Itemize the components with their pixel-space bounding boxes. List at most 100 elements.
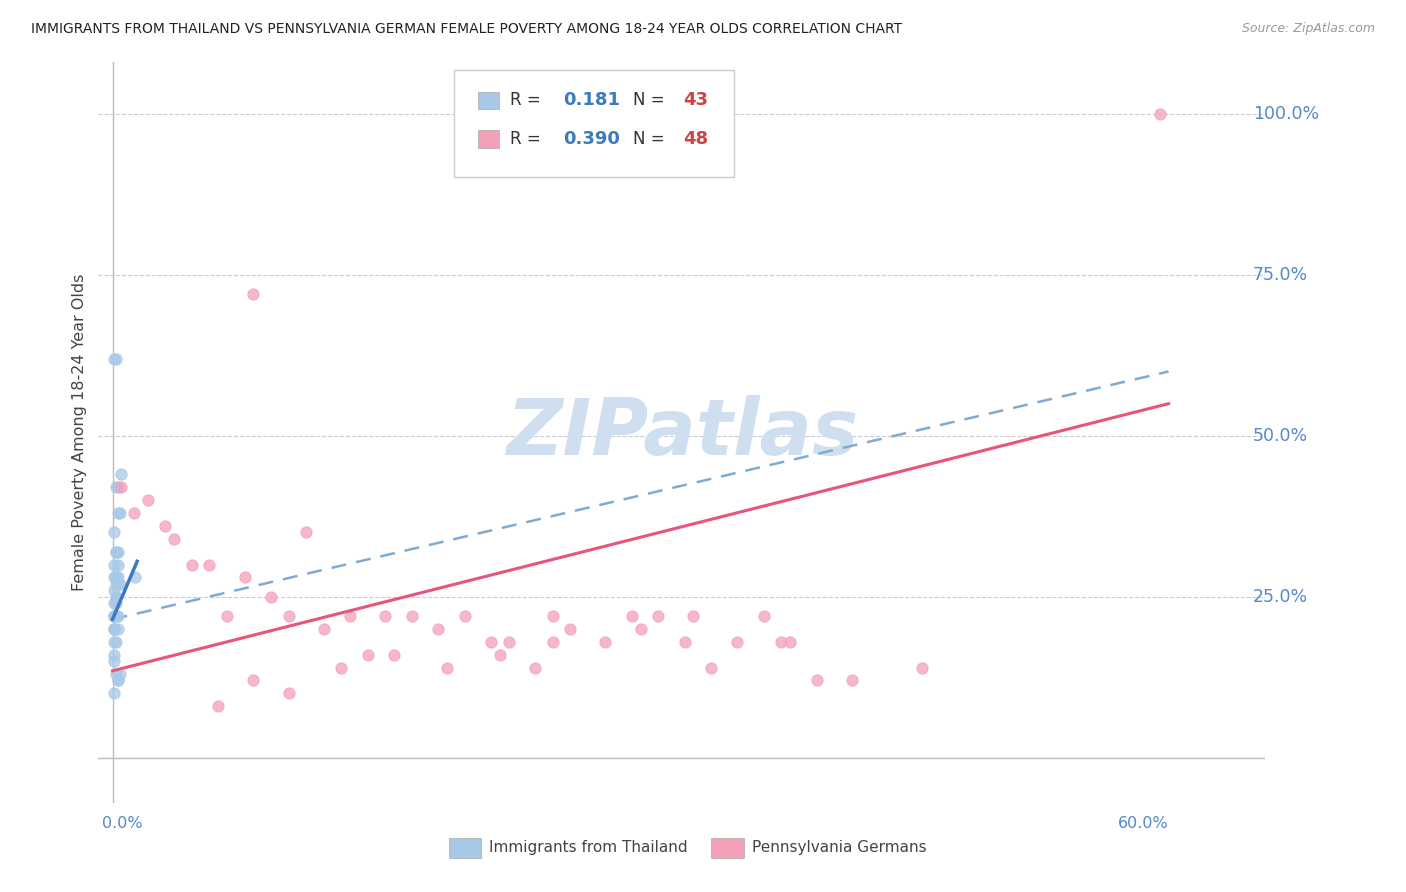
- Point: [595, 635, 617, 649]
- Text: 50.0%: 50.0%: [1253, 427, 1308, 445]
- Point: [295, 525, 318, 540]
- Point: [374, 609, 396, 624]
- Point: [105, 590, 128, 604]
- Text: Pennsylvania Germans: Pennsylvania Germans: [752, 840, 927, 855]
- Text: Source: ZipAtlas.com: Source: ZipAtlas.com: [1241, 22, 1375, 36]
- Point: [110, 480, 132, 494]
- Point: [277, 686, 299, 700]
- Point: [107, 558, 129, 572]
- Point: [215, 609, 238, 624]
- Point: [541, 635, 564, 649]
- FancyBboxPatch shape: [711, 838, 744, 858]
- Point: [479, 635, 502, 649]
- Point: [180, 558, 202, 572]
- Point: [136, 493, 159, 508]
- Point: [752, 609, 775, 624]
- FancyBboxPatch shape: [478, 130, 499, 147]
- Point: [103, 648, 125, 662]
- Text: 0.390: 0.390: [562, 129, 620, 148]
- Point: [108, 667, 131, 681]
- Point: [105, 635, 128, 649]
- Point: [260, 590, 283, 604]
- Point: [107, 577, 129, 591]
- Point: [105, 570, 128, 584]
- Point: [911, 660, 934, 674]
- Point: [673, 635, 696, 649]
- Point: [107, 609, 129, 624]
- Point: [841, 673, 863, 688]
- Point: [436, 660, 458, 674]
- Point: [427, 622, 450, 636]
- Point: [233, 570, 256, 584]
- Point: [382, 648, 405, 662]
- FancyBboxPatch shape: [478, 92, 499, 109]
- Point: [242, 673, 264, 688]
- Text: R =: R =: [510, 129, 547, 148]
- Text: 60.0%: 60.0%: [1118, 815, 1168, 830]
- Text: 0.181: 0.181: [562, 91, 620, 109]
- Point: [108, 577, 131, 591]
- Point: [498, 635, 520, 649]
- Point: [105, 545, 128, 559]
- Point: [806, 673, 828, 688]
- Point: [107, 506, 129, 520]
- Text: N =: N =: [633, 129, 669, 148]
- Point: [700, 660, 723, 674]
- Point: [207, 699, 229, 714]
- Text: IMMIGRANTS FROM THAILAND VS PENNSYLVANIA GERMAN FEMALE POVERTY AMONG 18-24 YEAR : IMMIGRANTS FROM THAILAND VS PENNSYLVANIA…: [31, 22, 903, 37]
- Point: [103, 635, 125, 649]
- Y-axis label: Female Poverty Among 18-24 Year Olds: Female Poverty Among 18-24 Year Olds: [72, 274, 87, 591]
- Text: 25.0%: 25.0%: [1253, 588, 1308, 606]
- Point: [105, 577, 128, 591]
- Point: [105, 351, 128, 366]
- Point: [103, 558, 125, 572]
- Point: [103, 583, 125, 598]
- Point: [105, 545, 128, 559]
- Point: [155, 519, 177, 533]
- Point: [110, 467, 132, 482]
- Point: [647, 609, 669, 624]
- Point: [107, 673, 129, 688]
- Point: [105, 667, 128, 681]
- Point: [124, 570, 146, 584]
- Point: [107, 570, 129, 584]
- Point: [523, 660, 546, 674]
- Text: 48: 48: [683, 129, 709, 148]
- Point: [108, 506, 131, 520]
- Point: [620, 609, 643, 624]
- Point: [105, 609, 128, 624]
- Point: [357, 648, 380, 662]
- Point: [103, 654, 125, 668]
- Point: [107, 673, 129, 688]
- Point: [103, 525, 125, 540]
- Point: [488, 648, 510, 662]
- Point: [453, 609, 475, 624]
- Point: [103, 609, 125, 624]
- Point: [339, 609, 361, 624]
- Point: [103, 686, 125, 700]
- Text: ZIPatlas: ZIPatlas: [506, 394, 858, 471]
- Point: [770, 635, 793, 649]
- Point: [103, 609, 125, 624]
- Point: [107, 622, 129, 636]
- Text: 43: 43: [683, 91, 709, 109]
- Point: [103, 622, 125, 636]
- FancyBboxPatch shape: [454, 70, 734, 178]
- Point: [103, 609, 125, 624]
- Text: 0.0%: 0.0%: [103, 815, 142, 830]
- Text: Immigrants from Thailand: Immigrants from Thailand: [489, 840, 688, 855]
- Point: [103, 622, 125, 636]
- Point: [682, 609, 704, 624]
- Point: [105, 590, 128, 604]
- Point: [105, 596, 128, 610]
- Point: [1149, 107, 1171, 121]
- Text: 100.0%: 100.0%: [1253, 105, 1319, 123]
- Point: [630, 622, 652, 636]
- Point: [163, 532, 186, 546]
- Point: [330, 660, 353, 674]
- Point: [103, 570, 125, 584]
- Point: [198, 558, 221, 572]
- Point: [122, 506, 145, 520]
- Point: [401, 609, 423, 624]
- Point: [105, 480, 128, 494]
